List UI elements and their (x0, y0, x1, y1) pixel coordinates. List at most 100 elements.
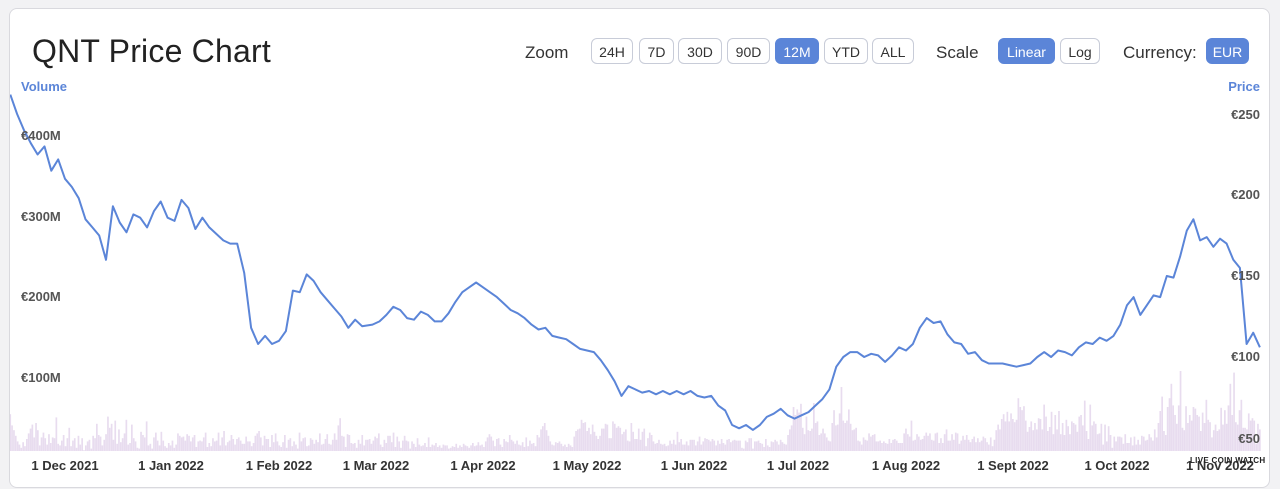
volume-bar (1257, 423, 1259, 451)
volume-bar (1224, 410, 1226, 451)
volume-bar (569, 445, 572, 451)
volume-bar (35, 423, 37, 451)
volume-bar (818, 435, 821, 451)
volume-bar (366, 439, 369, 451)
volume-bar (1201, 412, 1204, 451)
volume-bar (414, 447, 417, 451)
volume-bar (1214, 424, 1217, 451)
volume-bar (350, 443, 353, 451)
volume-bar (319, 433, 321, 451)
volume-bar (842, 420, 845, 451)
volume-bar (849, 423, 852, 451)
volume-bar (1080, 415, 1082, 451)
volume-bar (490, 436, 493, 451)
volume-bar (971, 439, 974, 451)
volume-bar (464, 445, 467, 451)
volume-bar (55, 417, 58, 451)
volume-bar (140, 431, 142, 451)
volume-bar (1183, 430, 1186, 451)
volume-bar (825, 437, 828, 451)
volume-bar (1061, 423, 1064, 451)
volume-bar (619, 427, 622, 451)
volume-bar (175, 444, 177, 451)
volume-bar (134, 441, 137, 451)
volume-bar (180, 437, 183, 451)
volume-bar (554, 442, 557, 451)
volume-bar (641, 431, 644, 451)
zoom-30d-button[interactable]: 30D (678, 38, 722, 64)
volume-bar (505, 441, 507, 451)
scale-linear-button[interactable]: Linear (998, 38, 1055, 64)
volume-bar (975, 442, 977, 451)
volume-bar (731, 440, 734, 451)
volume-bar (24, 446, 26, 451)
volume-bar (1085, 431, 1088, 451)
volume-bar (930, 439, 933, 451)
volume-bar (953, 439, 955, 451)
volume-bar (383, 439, 386, 451)
volume-bar (873, 434, 876, 451)
volume-bar (612, 421, 614, 451)
volume-bar (320, 444, 323, 451)
volume-bar (1240, 399, 1243, 451)
volume-bar (48, 434, 50, 451)
volume-bar (31, 424, 34, 451)
volume-bar (1236, 424, 1239, 451)
volume-bar (707, 439, 710, 451)
volume-bar (914, 439, 916, 451)
volume-bar (676, 431, 679, 451)
volume-bar (903, 433, 905, 451)
volume-bar (70, 446, 72, 451)
price-line (10, 94, 1261, 431)
volume-bar (901, 443, 904, 451)
volume-bar (1098, 433, 1101, 451)
volume-bar (604, 423, 607, 451)
volume-bar (199, 440, 201, 451)
volume-bar (1052, 434, 1055, 451)
volume-bar (446, 445, 448, 451)
zoom-7d-button[interactable]: 7D (639, 38, 674, 64)
volume-bar (593, 431, 596, 451)
volume-bar (416, 438, 419, 451)
volume-bar (389, 435, 391, 451)
volume-bar (1229, 383, 1232, 451)
volume-bar (226, 442, 229, 451)
volume-bar (750, 438, 752, 451)
volume-bar (925, 432, 928, 451)
volume-bar (1072, 423, 1075, 451)
zoom-ytd-button[interactable]: YTD (824, 38, 868, 64)
volume-bar (859, 441, 861, 451)
volume-bar (811, 428, 813, 451)
volume-bar (1177, 405, 1180, 451)
volume-bar (770, 441, 773, 451)
volume-bar (459, 445, 461, 451)
volume-bar (361, 435, 364, 451)
volume-bar (566, 447, 568, 451)
zoom-24h-button[interactable]: 24H (591, 38, 633, 64)
zoom-12m-button[interactable]: 12M (775, 38, 819, 64)
volume-bar (656, 443, 658, 451)
volume-bar (547, 435, 550, 451)
volume-bar (855, 427, 857, 451)
zoom-all-button[interactable]: ALL (872, 38, 914, 64)
volume-bar (339, 418, 341, 451)
volume-bar (348, 435, 351, 451)
scale-log-button[interactable]: Log (1060, 38, 1100, 64)
volume-bar (1152, 440, 1154, 451)
volume-bar (1078, 416, 1081, 451)
currency-eur-button[interactable]: EUR (1206, 38, 1249, 64)
price-tick-50: €50 (1238, 431, 1260, 446)
volume-bar (166, 447, 168, 451)
volume-bar (97, 435, 100, 451)
volume-bar (877, 441, 880, 451)
volume-bar (857, 440, 859, 451)
volume-bar (822, 428, 824, 451)
volume-bar (501, 447, 504, 451)
volume-bar (647, 438, 649, 451)
zoom-90d-button[interactable]: 90D (727, 38, 770, 64)
volume-bar (217, 432, 220, 451)
volume-bar (672, 439, 675, 451)
volume-bar (1142, 436, 1145, 451)
volume-bar (1163, 431, 1165, 451)
volume-bar (580, 419, 583, 451)
